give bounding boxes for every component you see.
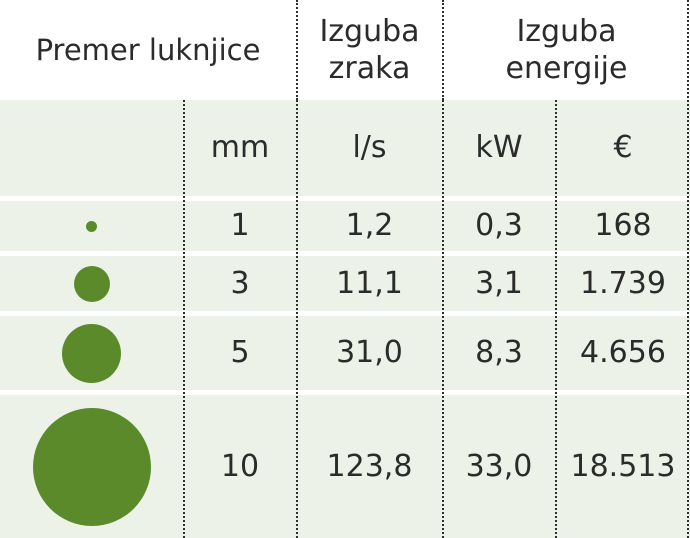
header-row: Premer luknjice Izguba zraka Izguba ener… [0,0,690,100]
hole-dot-icon [86,220,97,232]
unit-air: l/s [352,130,387,166]
column-divider [555,100,557,538]
column-divider [442,0,444,100]
column-divider [296,100,298,538]
column-divider [183,100,185,538]
column-divider [442,100,444,538]
unit-diameter: mm [210,130,270,166]
header-hole-diameter: Premer luknjice [35,32,261,67]
table-row: 3 11,1 3,1 1.739 [0,256,690,311]
diameter-value: 10 [220,448,260,484]
cost-value: 168 [594,208,652,244]
air-loss-value: 1,2 [345,208,394,244]
column-divider [687,0,689,538]
header-energy-loss: Izguba energije [505,13,628,87]
power-loss-value: 8,3 [475,335,523,371]
column-divider [296,0,298,100]
hole-size-cell [0,256,183,311]
diameter-value: 5 [230,335,250,371]
power-loss-value: 33,0 [465,448,533,484]
table-row: 5 31,0 8,3 4.656 [0,316,690,390]
hole-dot-icon [32,407,151,526]
table-row: 10 123,8 33,0 18.513 [0,395,690,538]
header-air-loss: Izguba zraka [319,13,420,87]
diameter-value: 3 [230,265,250,301]
power-loss-value: 0,3 [475,208,523,244]
air-loss-value: 31,0 [336,335,403,371]
hole-size-cell [0,201,183,251]
diameter-value: 1 [230,208,250,244]
cost-value: 4.656 [580,335,666,371]
hole-size-cell [0,395,183,538]
table-row: 1 1,2 0,3 168 [0,201,690,251]
cost-value: 18.513 [570,448,676,484]
hole-size-cell [0,316,183,390]
hole-dot-icon [73,265,110,302]
cost-value: 1.739 [580,265,666,301]
air-loss-value: 11,1 [336,265,403,301]
hole-dot-icon [62,323,121,383]
units-row: mm l/s kW € [0,100,690,196]
unit-power: kW [475,130,523,166]
power-loss-value: 3,1 [475,265,523,301]
air-loss-value: 123,8 [326,448,413,484]
units-empty-cell [0,100,183,196]
unit-cost: € [613,130,633,166]
